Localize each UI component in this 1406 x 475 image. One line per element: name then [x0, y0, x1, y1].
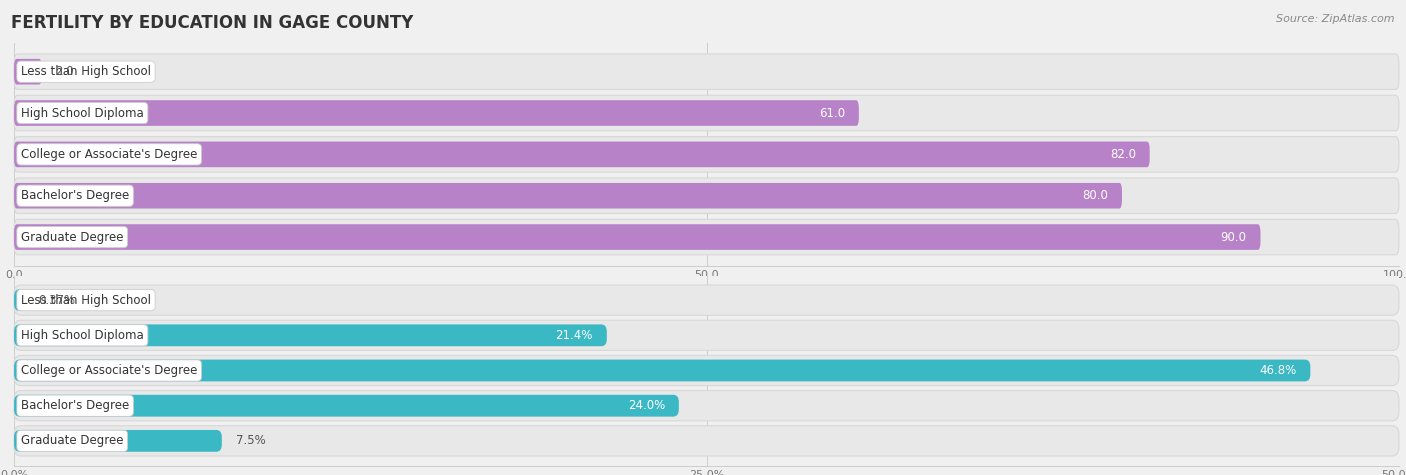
FancyBboxPatch shape — [14, 390, 1399, 421]
Text: Graduate Degree: Graduate Degree — [21, 230, 124, 244]
Text: FERTILITY BY EDUCATION IN GAGE COUNTY: FERTILITY BY EDUCATION IN GAGE COUNTY — [11, 14, 413, 32]
Text: Source: ZipAtlas.com: Source: ZipAtlas.com — [1277, 14, 1395, 24]
Text: 90.0: 90.0 — [1220, 230, 1247, 244]
Text: Bachelor's Degree: Bachelor's Degree — [21, 189, 129, 202]
Text: Bachelor's Degree: Bachelor's Degree — [21, 399, 129, 412]
FancyBboxPatch shape — [14, 54, 1399, 89]
FancyBboxPatch shape — [14, 395, 679, 417]
FancyBboxPatch shape — [14, 360, 1310, 381]
Text: 2.0: 2.0 — [56, 65, 75, 78]
FancyBboxPatch shape — [14, 178, 1399, 213]
FancyBboxPatch shape — [14, 320, 1399, 351]
Text: 82.0: 82.0 — [1109, 148, 1136, 161]
Text: 24.0%: 24.0% — [627, 399, 665, 412]
Text: Less than High School: Less than High School — [21, 294, 150, 307]
FancyBboxPatch shape — [14, 285, 1399, 315]
FancyBboxPatch shape — [14, 183, 1122, 209]
Text: 46.8%: 46.8% — [1260, 364, 1296, 377]
Text: High School Diploma: High School Diploma — [21, 329, 143, 342]
Text: College or Associate's Degree: College or Associate's Degree — [21, 148, 197, 161]
FancyBboxPatch shape — [14, 324, 607, 346]
Text: 61.0: 61.0 — [818, 106, 845, 120]
Text: 80.0: 80.0 — [1083, 189, 1108, 202]
Text: 0.37%: 0.37% — [38, 294, 76, 307]
FancyBboxPatch shape — [14, 289, 24, 311]
FancyBboxPatch shape — [14, 430, 222, 452]
Text: Graduate Degree: Graduate Degree — [21, 434, 124, 447]
FancyBboxPatch shape — [14, 137, 1399, 172]
Text: High School Diploma: High School Diploma — [21, 106, 143, 120]
FancyBboxPatch shape — [14, 426, 1399, 456]
Text: 21.4%: 21.4% — [555, 329, 593, 342]
Text: Less than High School: Less than High School — [21, 65, 150, 78]
FancyBboxPatch shape — [14, 142, 1150, 167]
FancyBboxPatch shape — [14, 224, 1261, 250]
FancyBboxPatch shape — [14, 355, 1399, 386]
Text: College or Associate's Degree: College or Associate's Degree — [21, 364, 197, 377]
FancyBboxPatch shape — [14, 219, 1399, 255]
FancyBboxPatch shape — [14, 100, 859, 126]
FancyBboxPatch shape — [14, 59, 42, 85]
FancyBboxPatch shape — [14, 95, 1399, 131]
Text: 7.5%: 7.5% — [236, 434, 266, 447]
